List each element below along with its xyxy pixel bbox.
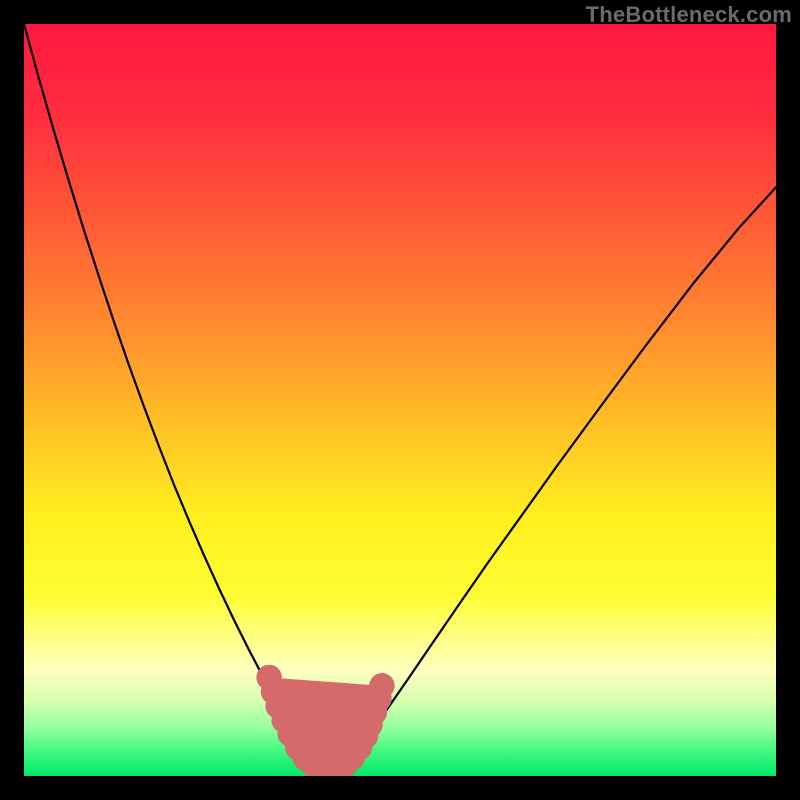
plot-area [24, 24, 776, 776]
gradient-background [24, 24, 776, 776]
chart-frame: TheBottleneck.com [0, 0, 800, 800]
watermark-text: TheBottleneck.com [586, 2, 792, 28]
plot-svg [24, 24, 776, 776]
